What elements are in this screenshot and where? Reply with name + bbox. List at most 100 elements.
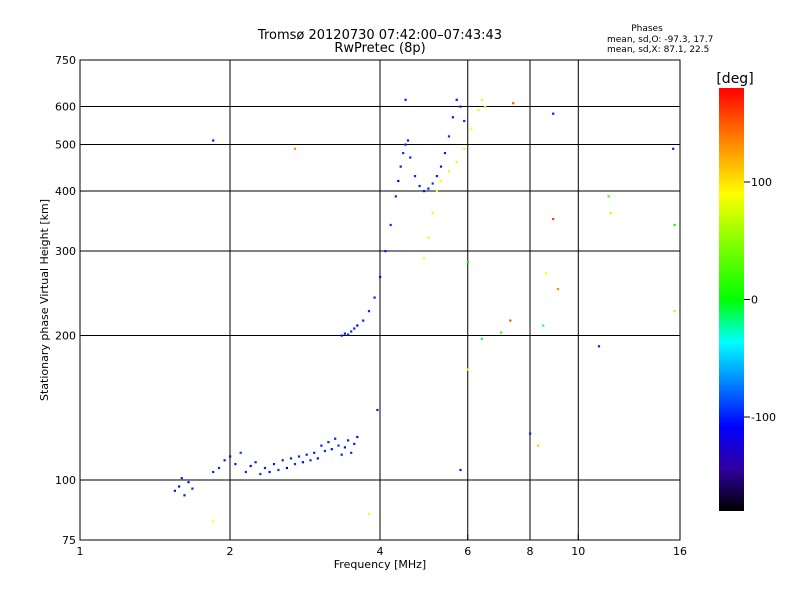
data-point xyxy=(178,485,181,488)
data-point xyxy=(451,116,454,119)
data-point xyxy=(422,190,426,193)
data-point xyxy=(463,147,466,150)
data-point xyxy=(397,179,400,183)
data-point xyxy=(350,330,353,333)
data-point xyxy=(327,441,330,444)
data-point xyxy=(297,455,301,458)
tick-labels: 1 2 4 6 8 10 16 75 100 200 300 400 500 600 750 xyxy=(55,54,687,558)
data-point xyxy=(173,489,176,492)
colorbar-ticks: 100 0 -100 xyxy=(744,176,776,424)
data-point xyxy=(427,236,430,239)
data-point xyxy=(305,453,308,456)
data-point xyxy=(384,250,387,253)
data-point xyxy=(356,324,359,327)
data-point xyxy=(263,466,267,470)
data-point xyxy=(470,127,473,130)
data-point xyxy=(347,333,350,336)
data-point xyxy=(259,472,262,476)
data-point xyxy=(607,195,610,198)
data-point xyxy=(544,272,547,275)
data-point xyxy=(320,444,323,447)
data-point xyxy=(394,195,397,198)
data-point xyxy=(447,135,451,138)
data-point xyxy=(399,165,402,168)
data-point xyxy=(422,257,426,260)
data-point xyxy=(191,487,194,490)
data-point xyxy=(212,520,215,523)
data-point xyxy=(254,461,257,464)
x-tick-label: 2 xyxy=(227,545,234,558)
data-point xyxy=(277,468,280,472)
data-point xyxy=(376,408,379,412)
data-point xyxy=(463,119,466,123)
x-tick-label: 4 xyxy=(377,545,384,558)
phase-info-o-line: mean, sd,O: -97.3, 17.7 xyxy=(607,35,713,45)
data-point xyxy=(466,260,469,263)
data-point xyxy=(212,470,215,474)
data-point xyxy=(337,444,340,447)
data-point xyxy=(459,105,462,108)
data-point xyxy=(404,98,407,101)
y-tick-label: 600 xyxy=(55,101,76,114)
data-point xyxy=(673,223,676,227)
data-point xyxy=(323,449,326,453)
data-point xyxy=(285,466,288,470)
data-point xyxy=(183,494,186,497)
y-tick-label: 100 xyxy=(55,474,76,487)
x-tick-label: 8 xyxy=(527,545,534,558)
data-point xyxy=(406,139,410,142)
data-point xyxy=(435,190,438,193)
data-point xyxy=(234,463,237,466)
data-point xyxy=(477,109,480,112)
x-tick-label: 6 xyxy=(464,545,471,558)
data-point xyxy=(439,165,443,168)
data-point xyxy=(512,102,515,105)
data-point xyxy=(313,451,316,454)
data-point xyxy=(373,296,376,299)
data-point xyxy=(367,512,371,516)
data-point xyxy=(435,175,438,178)
data-point xyxy=(244,470,247,474)
data-point xyxy=(466,368,469,371)
x-tick-label: 16 xyxy=(673,545,687,558)
data-point xyxy=(537,444,540,447)
y-tick-label: 300 xyxy=(55,245,76,258)
data-point xyxy=(293,147,297,150)
data-point xyxy=(552,112,555,115)
data-point xyxy=(431,182,434,185)
data-point xyxy=(404,143,407,146)
data-point xyxy=(427,187,430,190)
data-point xyxy=(459,468,462,472)
data-point xyxy=(340,453,343,456)
data-point xyxy=(418,184,421,188)
data-point xyxy=(187,481,190,484)
data-point xyxy=(301,461,304,464)
x-axis-label: Frequency [MHz] xyxy=(334,558,426,571)
data-point xyxy=(447,170,451,173)
data-point xyxy=(268,470,271,474)
colorbar-tick-label: -100 xyxy=(751,411,776,424)
data-point xyxy=(343,332,346,335)
y-tick-label: 500 xyxy=(55,139,76,152)
y-tick-label: 750 xyxy=(55,54,76,67)
data-point xyxy=(455,98,458,101)
data-point xyxy=(356,435,359,439)
data-point xyxy=(212,139,215,142)
data-point xyxy=(443,152,447,155)
phase-info-title: Phases xyxy=(631,24,663,34)
data-point xyxy=(367,310,371,313)
data-point xyxy=(229,455,232,458)
colorbar-unit-label: [deg] xyxy=(716,71,753,87)
data-point xyxy=(334,437,337,440)
x-tick-label: 1 xyxy=(77,545,84,558)
x-tick-label: 10 xyxy=(571,545,585,558)
phase-info-x-line: mean, sd,X: 87.1, 22.5 xyxy=(607,45,709,55)
data-point xyxy=(484,105,487,108)
data-point xyxy=(272,463,276,466)
data-point xyxy=(455,160,458,164)
data-point xyxy=(439,179,443,183)
data-point xyxy=(673,310,676,313)
data-point xyxy=(500,331,503,334)
data-point xyxy=(362,319,365,322)
